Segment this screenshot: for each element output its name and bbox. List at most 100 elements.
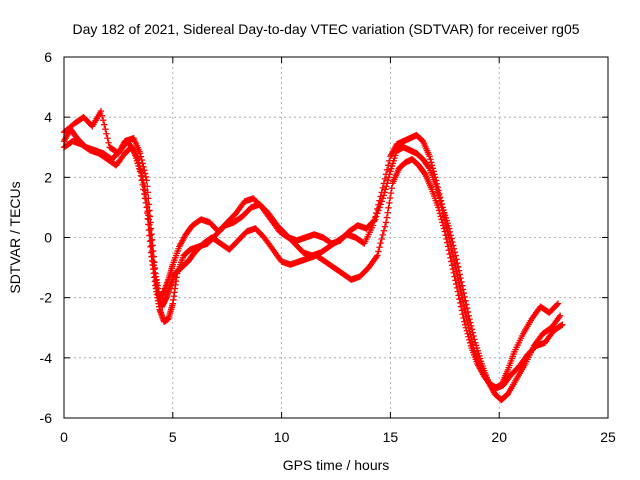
data-point xyxy=(448,245,455,252)
x-axis-label: GPS time / hours xyxy=(283,457,390,473)
data-point xyxy=(446,238,454,245)
data-point xyxy=(97,107,105,115)
data-point xyxy=(101,121,108,128)
data-point xyxy=(378,198,385,205)
chart-title: Day 182 of 2021, Sidereal Day-to-day VTE… xyxy=(72,21,579,37)
data-point xyxy=(456,283,463,290)
data-point xyxy=(457,286,464,294)
data-point xyxy=(371,216,379,223)
x-tick-label: 25 xyxy=(600,429,616,445)
data-point xyxy=(384,209,391,216)
data-point xyxy=(381,189,388,196)
data-point xyxy=(558,322,565,329)
data-point xyxy=(141,166,148,174)
data-point xyxy=(139,160,146,167)
data-point xyxy=(140,163,147,171)
data-point xyxy=(471,348,478,355)
data-point xyxy=(445,230,452,238)
y-tick-label: 0 xyxy=(44,230,52,246)
x-tick-label: 5 xyxy=(169,429,177,445)
data-point xyxy=(145,201,153,208)
data-point xyxy=(98,112,106,119)
data-point xyxy=(453,268,460,275)
series-track-2 xyxy=(60,138,566,392)
data-point xyxy=(450,256,458,264)
y-tick-label: -6 xyxy=(40,410,53,426)
y-tick-label: -4 xyxy=(40,350,53,366)
series-track-1 xyxy=(60,126,564,404)
data-point xyxy=(460,301,468,309)
data-point xyxy=(381,223,389,230)
data-point xyxy=(141,190,148,198)
data-point xyxy=(465,324,472,331)
data-point xyxy=(386,171,393,178)
data-point xyxy=(428,159,435,166)
data-point xyxy=(146,213,154,220)
data-point xyxy=(141,170,149,177)
data-point xyxy=(385,162,392,169)
x-tick-label: 15 xyxy=(383,429,399,445)
data-point xyxy=(427,156,434,163)
data-point xyxy=(375,248,382,255)
data-point xyxy=(386,194,394,202)
data-point xyxy=(145,195,152,202)
data-point xyxy=(463,317,471,324)
data-point xyxy=(437,201,445,208)
data-point xyxy=(377,239,384,247)
data-point xyxy=(426,153,433,160)
data-point xyxy=(459,294,466,301)
data-point xyxy=(438,204,446,211)
y-tick-label: 6 xyxy=(44,49,52,65)
data-point xyxy=(386,199,393,207)
data-point xyxy=(458,290,465,298)
data-point xyxy=(383,180,391,187)
data-point xyxy=(150,253,157,260)
data-point xyxy=(444,227,451,234)
data-point xyxy=(151,259,158,266)
data-point xyxy=(436,195,443,202)
data-point xyxy=(148,236,156,243)
y-tick-label: 2 xyxy=(44,169,52,185)
x-tick-label: 10 xyxy=(274,429,290,445)
data-point xyxy=(387,189,395,197)
data-point xyxy=(378,235,385,243)
data-point xyxy=(433,186,441,193)
data-point xyxy=(143,177,150,184)
data-point xyxy=(388,185,395,192)
data-point xyxy=(447,241,454,249)
y-axis-label: SDTVAR / TECUs xyxy=(7,181,23,293)
data-point xyxy=(556,312,564,319)
data-point xyxy=(379,231,386,239)
data-point xyxy=(435,192,442,199)
x-tick-label: 0 xyxy=(60,429,68,445)
data-point xyxy=(138,156,145,164)
data-point xyxy=(461,305,468,313)
data-point xyxy=(470,344,477,352)
data-point xyxy=(454,271,461,279)
data-point xyxy=(382,186,389,193)
data-point xyxy=(466,327,473,335)
data-point xyxy=(370,217,378,224)
data-point xyxy=(374,252,381,259)
grid xyxy=(64,57,608,418)
data-point xyxy=(385,174,392,181)
data-point xyxy=(443,224,450,231)
data-point xyxy=(144,183,151,190)
data-point xyxy=(379,195,386,202)
data-point xyxy=(136,150,144,157)
data-point xyxy=(375,207,382,214)
data-point xyxy=(380,227,388,234)
data-point xyxy=(467,334,475,342)
data-point xyxy=(439,207,446,214)
data-point xyxy=(383,214,391,221)
data-point xyxy=(463,313,470,320)
data-point xyxy=(147,219,154,226)
data-point xyxy=(137,153,145,160)
data-point xyxy=(374,210,381,217)
series-track-3 xyxy=(60,107,562,392)
data-point xyxy=(434,189,441,196)
data-point xyxy=(105,139,112,146)
data-point xyxy=(151,264,159,272)
data-point xyxy=(148,230,155,238)
